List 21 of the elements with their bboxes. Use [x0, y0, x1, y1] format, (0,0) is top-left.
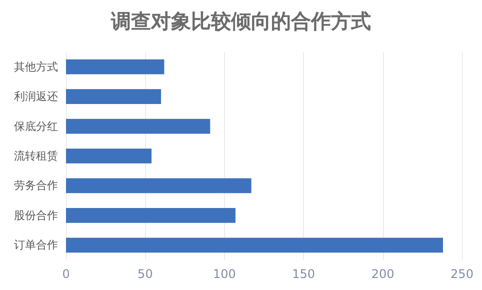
y-tick-label: 保底分红	[14, 120, 58, 133]
bar	[66, 238, 443, 253]
y-tick-label: 其他方式	[14, 60, 58, 74]
bar	[66, 208, 236, 223]
bar	[66, 118, 210, 134]
x-tick-label: 0	[62, 267, 70, 281]
y-tick-label: 劳务合作	[14, 179, 58, 192]
bar	[66, 89, 162, 104]
y-tick-label: 订单合作	[14, 238, 58, 252]
x-tick-label: 150	[292, 267, 316, 281]
x-tick-label: 200	[371, 267, 394, 281]
chart-title: 调查对象比较倾向的合作方式	[110, 9, 371, 33]
x-tick-label: 250	[450, 267, 474, 281]
x-tick-label: 50	[138, 267, 153, 281]
bar	[66, 59, 164, 74]
y-tick-label: 股份合作	[14, 208, 58, 222]
y-tick-label: 利润返还	[14, 90, 58, 104]
bar	[66, 148, 152, 164]
y-tick-label: 流转租赁	[14, 150, 58, 162]
x-tick-label: 100	[212, 267, 236, 281]
bar	[66, 178, 252, 194]
